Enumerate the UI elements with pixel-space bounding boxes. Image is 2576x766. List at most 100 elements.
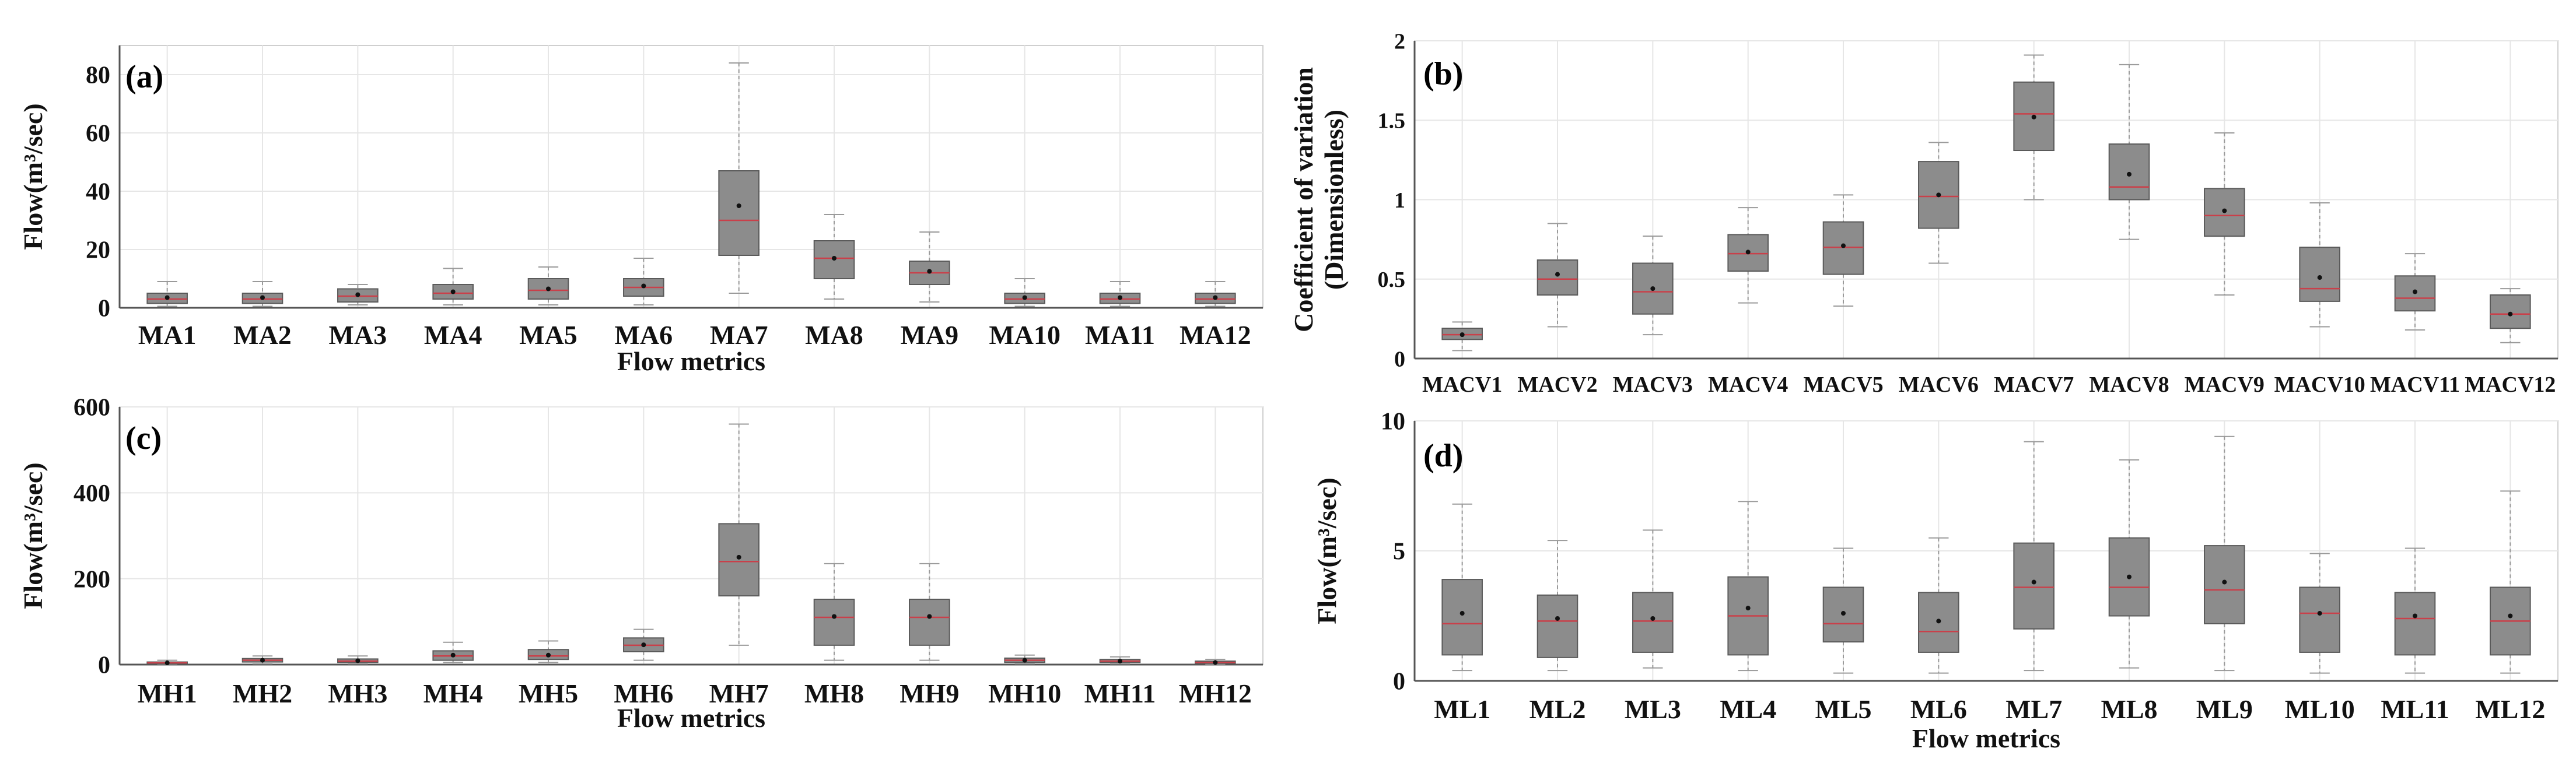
x-tick-label: MACV2 [1517, 373, 1597, 397]
y-tick-label: 0 [98, 652, 110, 679]
mean-marker [1555, 272, 1560, 277]
box-MA1 [146, 281, 188, 307]
y-axis-label-line2: (Dimensionless) [1319, 110, 1349, 290]
box-iqr [1632, 592, 1674, 653]
x-tick-label: MH11 [1084, 679, 1156, 708]
mean-marker [832, 614, 836, 619]
mean-marker [2413, 613, 2417, 619]
y-tick-label: 1 [1394, 188, 1405, 213]
mean-marker [1460, 611, 1465, 616]
y-tick-label: 0.5 [1378, 268, 1406, 292]
x-tick-label: MH6 [614, 679, 673, 708]
x-tick-label: MA8 [805, 320, 863, 350]
box-iqr [909, 599, 950, 646]
box-iqr [2204, 545, 2245, 624]
box-iqr [813, 599, 855, 646]
mean-marker [1118, 659, 1122, 664]
mean-marker [260, 658, 265, 663]
y-tick-label: 80 [86, 62, 110, 89]
box-MH2 [242, 655, 284, 665]
box-MACV4 [1727, 207, 1769, 304]
x-tick-label: MACV8 [2089, 373, 2169, 397]
box-iqr [718, 523, 760, 597]
x-tick-label: ML1 [1434, 694, 1490, 724]
x-tick-label: ML12 [2475, 694, 2545, 724]
y-axis-label: Coefficient of variation [1289, 67, 1318, 332]
box-ML6 [1918, 537, 1959, 674]
x-tick-label: MA7 [710, 320, 768, 350]
mean-marker [546, 652, 551, 658]
box-MA5 [527, 266, 569, 305]
mean-marker [1555, 616, 1560, 621]
y-axis-label: Flow(m³/sec) [18, 462, 48, 609]
box-MH1 [146, 659, 188, 666]
box-iqr [1536, 259, 1578, 296]
box-MH6 [623, 628, 664, 661]
mean-marker [2317, 611, 2322, 616]
mean-marker [260, 295, 265, 300]
box-MACV5 [1822, 194, 1864, 307]
x-tick-label: MA4 [424, 320, 482, 350]
x-tick-label: ML9 [2196, 694, 2253, 724]
panel-c: 0 200 400 600 MH1 MH2 MH3 MH4 MH5 MH6 MH7 MH8 MH9 MH1… [18, 395, 1264, 733]
mean-marker [1841, 611, 1846, 616]
mean-marker [1213, 295, 1218, 300]
box-MH11 [1099, 656, 1141, 665]
x-tick-label: ML6 [1910, 694, 1967, 724]
box-MA7 [718, 62, 760, 294]
box-MACV3 [1632, 236, 1674, 336]
box-MH10 [1004, 654, 1045, 665]
box-ML8 [2108, 459, 2150, 669]
box-MH4 [432, 641, 474, 663]
x-tick-label: MACV4 [1708, 373, 1788, 397]
x-tick-label: MA10 [989, 320, 1060, 350]
mean-marker [164, 295, 170, 300]
box-ML3 [1632, 529, 1674, 669]
x-tick-label: MH2 [233, 679, 292, 708]
y-tick-label: 400 [74, 480, 110, 507]
y-tick-label: 5 [1393, 539, 1405, 565]
x-tick-label: ML5 [1815, 694, 1871, 724]
box-MA6 [623, 258, 664, 305]
mean-marker [927, 269, 932, 274]
mean-marker [1936, 192, 1941, 198]
x-tick-label: MACV6 [1899, 373, 1979, 397]
box-iqr [2299, 247, 2340, 302]
mean-marker [546, 286, 551, 291]
x-tick-label: MH7 [709, 679, 769, 708]
x-tick-label: MACV5 [1803, 373, 1883, 397]
mean-marker [1118, 295, 1122, 300]
box-iqr [2394, 592, 2436, 656]
mean-marker [1650, 616, 1656, 621]
x-tick-label: MA6 [615, 320, 673, 350]
y-tick-label: 0 [1394, 347, 1405, 371]
box-MH12 [1195, 659, 1236, 665]
panel-d: 0 5 10 ML1 ML2 ML3 ML4 ML5 ML6 ML7 ML8 ML9 ML10 ML11 M… [1312, 409, 2558, 753]
x-tick-label: MA9 [901, 320, 959, 350]
mean-marker [1936, 619, 1941, 624]
mean-marker [1022, 295, 1027, 300]
mean-marker [736, 203, 741, 208]
x-tick-label: MA3 [329, 320, 387, 350]
x-tick-label: MACV9 [2185, 373, 2264, 397]
x-axis-label: Flow metrics [617, 703, 765, 733]
x-tick-label: MH9 [900, 679, 959, 708]
box-MACV9 [2204, 132, 2245, 296]
box-ML4 [1727, 501, 1769, 672]
mean-marker [355, 292, 360, 297]
x-tick-label: ML4 [1720, 694, 1776, 724]
panel-b: 0 0.5 1 1.5 2 MACV1 MACV2 MACV3 MACV4 MACV5 MACV6 M… [1289, 29, 2558, 397]
y-axis-label: Flow(m³/sec) [18, 103, 48, 250]
y-tick-label: 40 [86, 179, 110, 206]
y-tick-label: 2 [1394, 29, 1405, 54]
mean-marker [2031, 114, 2036, 120]
y-tick-label: 60 [86, 121, 110, 147]
y-axis-label: Flow(m³/sec) [1312, 477, 1342, 624]
x-tick-label: ML10 [2285, 694, 2355, 724]
box-MA8 [813, 214, 855, 300]
box-iqr [2108, 143, 2150, 201]
mean-marker [355, 658, 360, 663]
mean-marker [927, 614, 932, 619]
y-tick-label: 20 [86, 237, 110, 264]
